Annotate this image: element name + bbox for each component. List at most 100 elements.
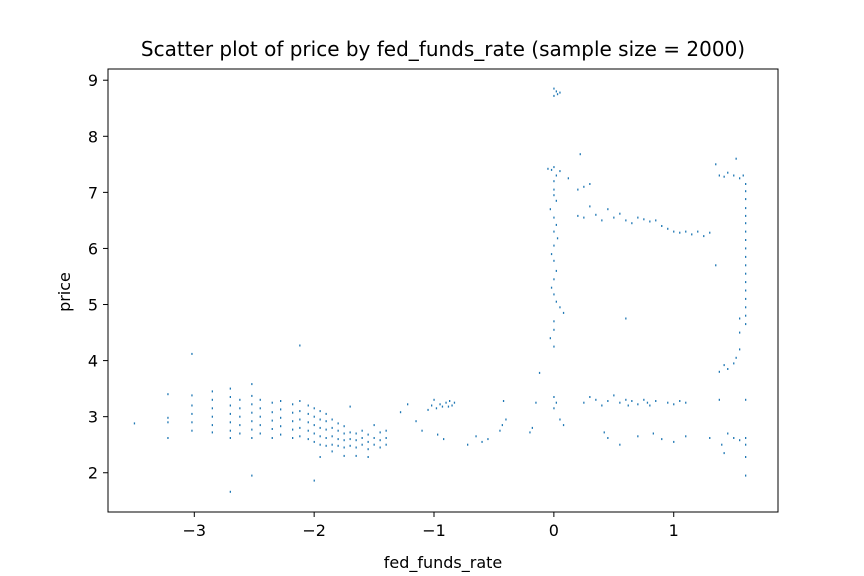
data-point	[589, 396, 591, 398]
y-tick-label: 9	[88, 71, 98, 90]
data-point	[427, 408, 429, 411]
data-point	[625, 219, 627, 222]
data-point	[631, 222, 633, 225]
data-point	[549, 337, 551, 340]
data-point	[191, 404, 193, 407]
data-point	[547, 167, 549, 170]
data-point	[553, 230, 555, 233]
data-point	[292, 403, 294, 406]
data-point	[709, 437, 711, 439]
data-point	[379, 439, 381, 442]
data-point	[567, 177, 569, 180]
data-point	[355, 454, 357, 457]
data-point	[211, 424, 213, 427]
data-point	[745, 230, 747, 233]
data-point	[167, 393, 169, 396]
data-point	[550, 168, 553, 171]
data-point	[555, 401, 557, 404]
data-point	[553, 94, 555, 97]
data-point	[553, 244, 555, 247]
data-point	[550, 286, 553, 289]
data-point	[251, 474, 253, 477]
data-point	[467, 443, 469, 446]
data-point	[379, 431, 381, 434]
chart-title: Scatter plot of price by fed_funds_rate …	[141, 37, 745, 61]
data-point	[745, 264, 747, 267]
data-point	[739, 331, 741, 334]
data-point	[331, 443, 333, 446]
plot-area	[108, 69, 778, 512]
y-tick-label: 3	[88, 408, 98, 427]
data-point	[655, 219, 657, 222]
data-point	[349, 444, 351, 447]
data-point	[607, 208, 609, 211]
data-point	[292, 411, 294, 414]
data-point	[319, 443, 321, 446]
x-tick-label: −3	[183, 521, 207, 540]
data-point	[685, 435, 687, 438]
data-point	[229, 490, 231, 493]
data-point	[745, 474, 747, 477]
data-point	[667, 227, 669, 230]
data-point	[239, 407, 241, 410]
data-point	[435, 407, 438, 410]
data-point	[723, 364, 725, 367]
data-points	[133, 87, 747, 493]
data-point	[367, 456, 369, 458]
data-point	[715, 264, 717, 267]
data-point	[601, 219, 603, 222]
data-point	[259, 407, 261, 410]
data-point	[733, 437, 735, 439]
data-point	[619, 401, 621, 404]
data-point	[739, 439, 741, 442]
data-point	[271, 419, 273, 422]
data-point	[739, 348, 741, 351]
data-point	[607, 400, 609, 402]
data-point	[559, 91, 561, 94]
data-point	[319, 410, 321, 413]
data-point	[745, 297, 747, 300]
data-point	[280, 416, 282, 419]
data-point	[191, 421, 193, 424]
data-point	[299, 400, 301, 402]
data-point	[439, 403, 441, 406]
data-point	[251, 411, 253, 414]
data-point	[627, 404, 629, 407]
data-point	[239, 398, 241, 401]
data-point	[553, 278, 555, 281]
data-point	[373, 443, 375, 446]
data-point	[555, 90, 557, 93]
data-point	[745, 207, 747, 210]
data-point	[646, 401, 649, 404]
data-point	[727, 171, 729, 174]
data-point	[607, 437, 609, 439]
data-point	[643, 398, 645, 401]
data-point	[745, 398, 747, 401]
data-point	[337, 438, 339, 441]
data-point	[553, 407, 555, 410]
data-point	[355, 446, 357, 449]
data-point	[313, 432, 315, 435]
data-point	[443, 438, 445, 441]
data-point	[337, 422, 339, 425]
data-point	[553, 345, 555, 348]
data-point	[415, 420, 417, 423]
data-point	[211, 431, 213, 434]
data-point	[313, 424, 315, 427]
x-axis-label: fed_funds_rate	[384, 553, 503, 573]
data-point	[251, 428, 253, 431]
data-point	[553, 328, 555, 331]
data-point	[583, 401, 585, 404]
data-point	[579, 153, 581, 156]
data-point	[239, 432, 241, 435]
y-tick-label: 8	[88, 127, 98, 146]
data-point	[685, 401, 687, 404]
data-point	[349, 431, 351, 434]
data-point	[559, 306, 561, 309]
data-point	[167, 437, 169, 439]
data-point	[407, 403, 409, 406]
data-point	[133, 422, 136, 425]
data-point	[229, 396, 231, 398]
data-point	[613, 216, 615, 219]
data-point	[251, 383, 253, 386]
